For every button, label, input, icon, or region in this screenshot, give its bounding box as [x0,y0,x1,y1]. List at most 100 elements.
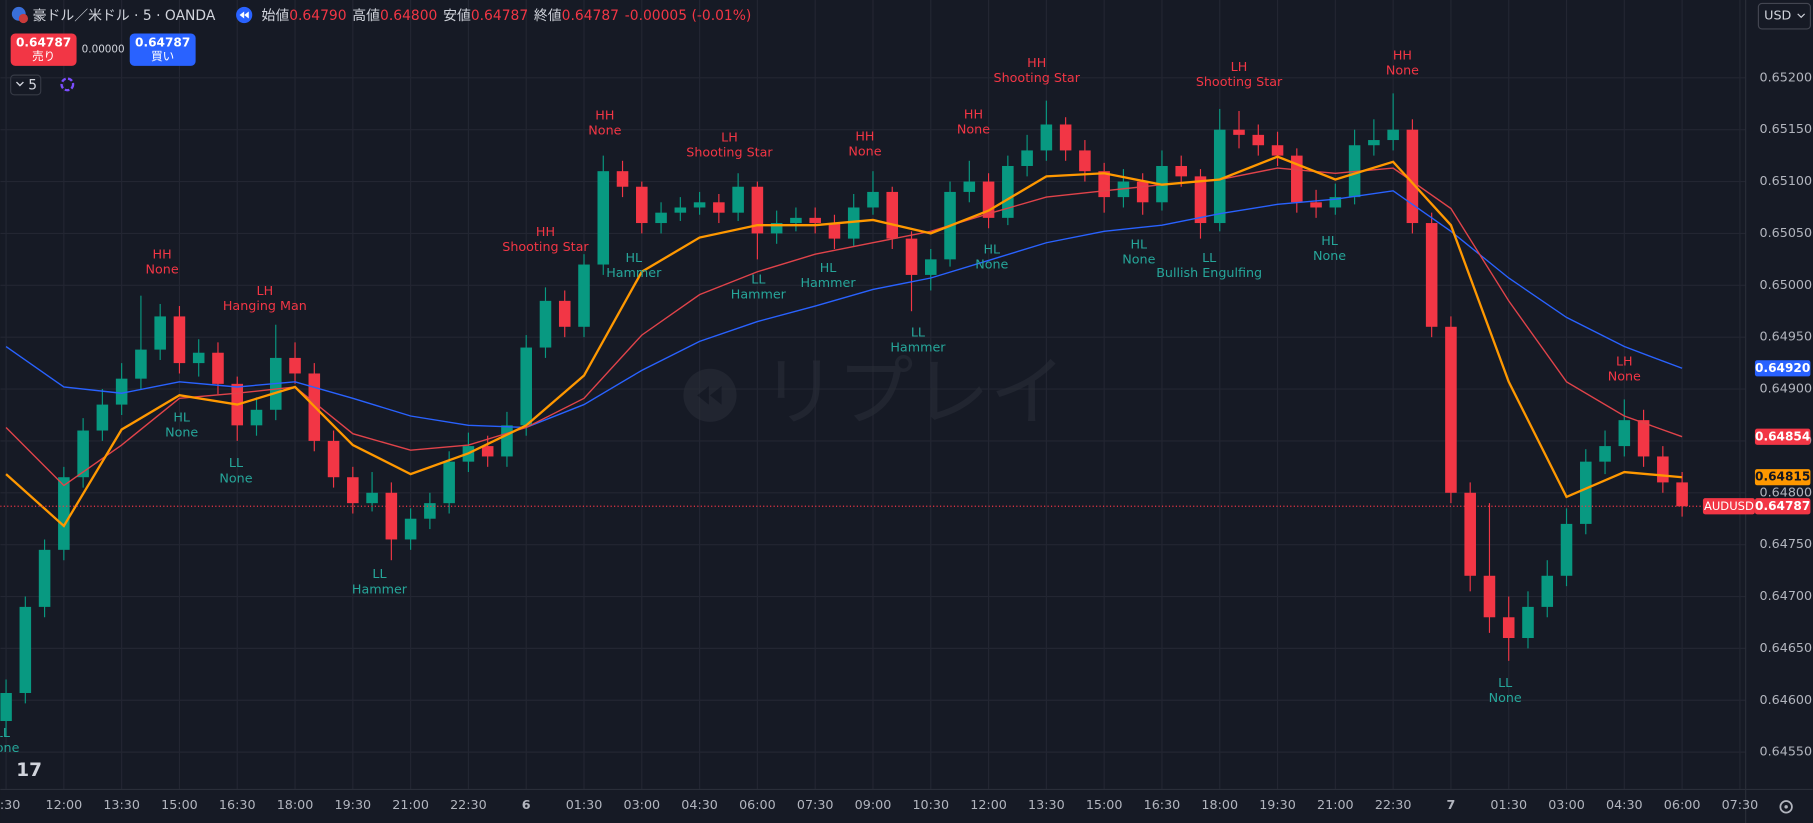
tv-logo[interactable]: 𝟭𝟳 [16,760,42,781]
candle-body [655,212,667,224]
pattern-name: None [957,122,990,137]
x-tick-label: 18:00 [277,797,314,812]
header: 豪ドル／米ドル · 5 · OANDA 始値0.64790 高値0.64800 安値… [10,2,1811,814]
candle-body [58,477,70,550]
grid [0,0,1746,790]
candle-body [1657,456,1669,483]
x-tick-label: 06:00 [1664,797,1701,812]
pattern-tag: HH [855,128,874,143]
pattern-tag: HH [964,107,983,122]
pattern-tag: HL [625,250,643,265]
y-tick-label: 0.65100 [1760,173,1813,188]
gear[interactable] [1779,800,1793,814]
candle-body [327,440,340,478]
pattern-tag: HH [1393,48,1412,63]
ohlc-value: 0.64787 [562,8,619,24]
pattern-name: Hammer [606,265,662,280]
buy-price[interactable]: 0.64787 [135,35,190,49]
price-tag-bg [1754,469,1811,486]
candle-body [77,430,89,478]
candle-body [886,191,899,239]
candle-body [1002,165,1014,218]
y-tick-label: 0.64750 [1760,536,1813,551]
candle-body [713,202,725,213]
pattern-tag: HH [536,224,555,239]
price-tag: 0.64815 [1755,470,1810,484]
currency-button[interactable]: USD [1757,2,1811,30]
interval-toggle[interactable]: 5 [10,74,42,96]
sell-button-bg[interactable] [10,33,77,66]
y-tick-label: 0.65000 [1760,277,1813,292]
candle-body [1676,482,1688,507]
candle-body [38,549,51,607]
buy-button[interactable]: 0.64787 買い [129,33,196,66]
change: -0.00005 (-0.01%) [625,8,752,24]
candle-body [1618,420,1631,447]
candle-body [732,186,744,213]
sell-label[interactable]: 売り [32,49,55,63]
candle-body [1580,461,1592,524]
buy-button-bg[interactable] [129,33,196,66]
candle-body [539,300,552,348]
sell-button[interactable]: 0.64787 売り [10,33,77,66]
candle-body [1021,150,1033,166]
currency-box[interactable] [1757,2,1811,30]
candle-body [443,461,455,504]
plot: LLNoneHHNoneHLNoneLHHanging ManLLNoneLLH… [0,48,1746,755]
y-tick-label: 0.64700 [1760,588,1813,603]
y-tick-label: 0.64800 [1760,484,1813,499]
ohlc-label: 始値 [262,8,290,24]
candle-body [809,217,821,224]
candle-body [173,316,186,364]
pattern-name: None [219,470,252,485]
symbol-tag: AUDUSD [1704,499,1754,513]
candle-body [404,518,417,540]
candle-body [385,492,398,540]
x-tick-label: 15:00 [161,797,198,812]
pattern-name: Shooting Star [1196,74,1283,89]
x-tick-label: 03:00 [1548,797,1585,812]
pattern-name: None [1122,251,1155,266]
buy-label[interactable]: 買い [151,49,174,63]
pattern-tag: LH [1616,354,1633,369]
axes: 0.65200 0.65150 0.65100 0.65050 0.65000 0.649… [0,69,1812,812]
x-tick-label: 13:30 [1028,797,1065,812]
pattern-name: Shooting Star [502,239,589,254]
symbol-flag [18,13,29,24]
interval[interactable]: 5 [28,78,37,94]
ohlc: 始値0.64790 高値0.64800 安値0.64787 終値0.64787 -0.0… [262,7,752,24]
x-tick-label: 16:30 [1144,797,1181,812]
candle-body [1425,223,1438,327]
x-tick-label: 04:30 [1606,797,1643,812]
interval-box[interactable] [10,74,42,96]
pattern-tag: HL [820,260,838,275]
y-tick-label: 0.65050 [1760,225,1813,240]
pattern-name: Hammer [890,340,946,355]
pattern-name: None [848,143,881,158]
currency[interactable]: USD [1764,8,1791,23]
candle-body [924,259,937,275]
settings-button[interactable] [1779,800,1793,814]
candle-body [1194,176,1207,224]
sell-price[interactable]: 0.64787 [16,35,71,49]
pattern-tag: HH [595,108,614,123]
x-tick-label: 07:30 [797,797,834,812]
y-tick-label: 0.64950 [1760,329,1813,344]
candle-body [19,606,32,693]
y-tick-label: 0.64900 [1760,381,1813,396]
x-tick-label: 6 [522,797,531,812]
candle-body [1252,134,1265,146]
x-tick-label: 04:30 [681,797,718,812]
candle-body [693,202,706,208]
pattern-name: None [1386,63,1419,78]
candle-body [289,357,301,374]
candle-body [96,404,109,431]
x-tick-label: 01:30 [566,797,603,812]
candle-body [1464,492,1476,576]
x-tick-label: 19:30 [335,797,372,812]
y-tick-label: 0.64650 [1760,640,1813,655]
candle-body [1560,523,1573,576]
symbol-tag-bg [1702,498,1755,515]
price-tag: 0.64854 [1755,429,1810,443]
